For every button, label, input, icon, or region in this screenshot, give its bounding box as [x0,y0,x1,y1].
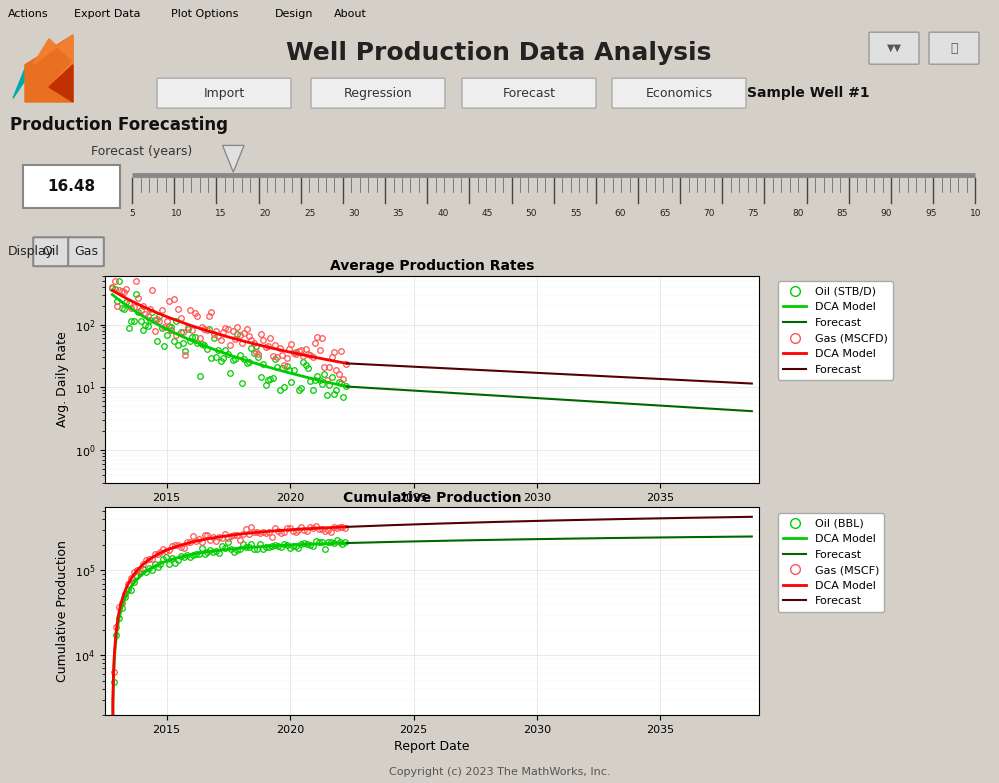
FancyBboxPatch shape [23,164,121,207]
Text: Actions: Actions [8,9,49,19]
Text: 95: 95 [925,209,937,218]
Text: 10: 10 [171,209,182,218]
Text: 45: 45 [482,209,493,218]
X-axis label: Report Date: Report Date [395,740,470,753]
Text: About: About [334,9,367,19]
Text: 30: 30 [349,209,360,218]
Text: 65: 65 [659,209,670,218]
FancyBboxPatch shape [157,78,291,108]
Text: Plot Options: Plot Options [171,9,239,19]
Text: 75: 75 [747,209,759,218]
Text: Gas: Gas [74,245,98,258]
Text: 35: 35 [393,209,405,218]
Text: Well Production Data Analysis: Well Production Data Analysis [287,41,711,65]
Polygon shape [223,146,244,172]
Text: 85: 85 [836,209,848,218]
Polygon shape [25,35,73,102]
FancyBboxPatch shape [311,78,445,108]
Polygon shape [33,35,73,102]
FancyBboxPatch shape [33,237,69,266]
Text: 70: 70 [703,209,714,218]
Text: Economics: Economics [645,87,712,99]
Text: Display: Display [8,245,54,258]
Text: 55: 55 [570,209,581,218]
Text: ▼▼: ▼▼ [886,43,901,53]
Legend: Oil (STB/D), DCA Model, Forecast, Gas (MSCFD), DCA Model, Forecast: Oil (STB/D), DCA Model, Forecast, Gas (M… [778,281,893,380]
Text: 5: 5 [129,209,135,218]
X-axis label: Report Date: Report Date [395,508,470,521]
Text: 🗑: 🗑 [950,41,958,55]
Text: 40: 40 [438,209,449,218]
FancyBboxPatch shape [612,78,746,108]
Text: 80: 80 [792,209,803,218]
Text: Regression: Regression [344,87,413,99]
Legend: Oil (BBL), DCA Model, Forecast, Gas (MSCF), DCA Model, Forecast: Oil (BBL), DCA Model, Forecast, Gas (MSC… [778,513,884,612]
FancyBboxPatch shape [462,78,596,108]
Text: Export Data: Export Data [75,9,141,19]
Text: Forecast (years): Forecast (years) [91,145,193,158]
Text: Import: Import [204,87,245,99]
Text: Copyright (c) 2023 The MathWorks, Inc.: Copyright (c) 2023 The MathWorks, Inc. [389,767,610,777]
FancyBboxPatch shape [68,237,104,266]
Text: 15: 15 [215,209,227,218]
Polygon shape [49,65,73,102]
Text: Sample Well #1: Sample Well #1 [746,86,869,100]
Title: Cumulative Production: Cumulative Production [343,491,521,505]
Title: Average Production Rates: Average Production Rates [330,259,534,273]
Text: 16.48: 16.48 [48,179,96,193]
Text: Oil: Oil [43,245,60,258]
Y-axis label: Cumulative Production: Cumulative Production [56,540,69,682]
Text: Forecast: Forecast [502,87,555,99]
Text: 25: 25 [304,209,316,218]
Text: Production Forecasting: Production Forecasting [10,116,228,134]
Text: Design: Design [275,9,314,19]
FancyBboxPatch shape [929,32,979,64]
FancyBboxPatch shape [869,32,919,64]
Text: 60: 60 [614,209,626,218]
Polygon shape [13,69,33,99]
Text: 10: 10 [970,209,981,218]
Text: 50: 50 [525,209,537,218]
Y-axis label: Avg. Daily Rate: Avg. Daily Rate [56,331,69,428]
Text: 20: 20 [260,209,271,218]
Text: 90: 90 [881,209,892,218]
